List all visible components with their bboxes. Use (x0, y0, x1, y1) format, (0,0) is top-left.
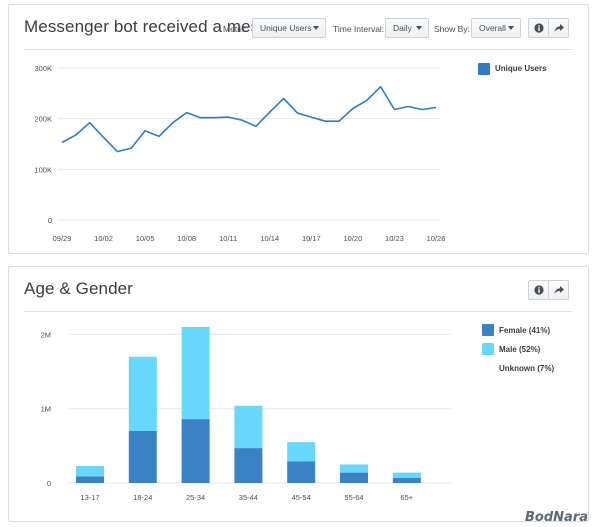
bar-segment (287, 461, 316, 483)
card-title: Age & Gender (24, 279, 133, 298)
y-tick-label: 2M (41, 330, 51, 339)
chevron-down-icon (508, 26, 514, 30)
card-title: Messenger bot received a message (24, 17, 297, 36)
time-interval-dropdown[interactable]: Daily (385, 18, 429, 38)
share-button[interactable] (548, 280, 569, 300)
bar-segment (128, 356, 157, 431)
x-tick-label: 10/17 (302, 234, 321, 243)
x-tick-label: 10/23 (385, 234, 404, 243)
x-tick-label: 13-17 (80, 493, 99, 502)
legend-swatch-female (482, 324, 494, 336)
x-tick-label: 65+ (400, 493, 413, 502)
x-tick-label: 10/11 (219, 234, 237, 243)
x-tick-label: 10/02 (94, 234, 113, 243)
legend-label-female: Female (41%) (499, 326, 551, 335)
chevron-down-icon (416, 26, 422, 30)
info-icon (533, 23, 544, 33)
metric-dropdown-value: Unique Users (260, 23, 312, 33)
time-interval-dropdown-value: Daily (393, 23, 412, 33)
bar-segment (392, 472, 421, 478)
x-tick-label: 35-44 (239, 493, 258, 502)
x-tick-label: 09/29 (53, 234, 72, 243)
show-by-dropdown[interactable]: Overall (471, 18, 521, 38)
x-tick-label: 10/26 (427, 234, 446, 243)
x-tick-label: 45-54 (292, 493, 311, 502)
x-tick-label: 10/14 (260, 234, 279, 243)
unique-users-line-chart: 0 100K 200K 300K 09/29 10/02 10/05 10/08 10/11 10… (34, 64, 446, 243)
metric-label: Metric: (223, 24, 249, 34)
share-icon (554, 24, 564, 32)
share-button[interactable] (548, 18, 569, 38)
show-by-label: Show By: (434, 24, 470, 34)
x-tick-label: 55-64 (344, 493, 363, 502)
y-tick-label: 300K (34, 64, 52, 73)
legend-label-unknown: Unknown (7%) (499, 364, 555, 373)
watermark-logo: BodNara (525, 510, 588, 525)
bar-segment (392, 477, 421, 483)
watermark-text: BodNara (525, 510, 588, 525)
legend-swatch-male (482, 343, 494, 355)
y-tick-label: 0 (48, 216, 52, 225)
title-divider (24, 311, 573, 312)
bar-segment (76, 476, 104, 483)
y-tick-label: 200K (34, 115, 52, 124)
info-button[interactable] (528, 280, 549, 300)
y-tick-label: 0 (47, 479, 51, 488)
y-tick-label: 1M (41, 405, 51, 414)
bar-segment (128, 431, 157, 483)
title-divider (24, 49, 573, 50)
x-tick-label: 10/20 (343, 234, 362, 243)
info-button[interactable] (528, 18, 549, 38)
bar-segment (181, 327, 210, 420)
x-tick-label: 10/08 (177, 234, 196, 243)
bar-segment (340, 472, 368, 483)
y-tick-label: 100K (34, 165, 52, 174)
time-interval-label: Time Interval: (333, 24, 385, 34)
metric-dropdown[interactable]: Unique Users (252, 18, 326, 38)
bar-segment (181, 419, 210, 483)
chevron-down-icon (313, 26, 319, 30)
age-gender-bar-chart: 0 1M 2M 13-17 18-24 25-34 35-44 45-54 55-64 65+ (41, 327, 451, 502)
bar-segment (76, 465, 104, 477)
x-tick-label: 18-24 (133, 493, 152, 502)
age-gender-card: Age & Gender 0 1M 2M 13-17 18-24 25-34 35-44 45… (8, 266, 589, 522)
bar-segment (234, 448, 263, 483)
bar-segment (234, 405, 263, 449)
info-icon (533, 285, 544, 295)
legend-label-male: Male (52%) (499, 345, 541, 354)
x-tick-label: 10/05 (136, 234, 155, 243)
series-line-unique-users (61, 85, 437, 153)
bar-segment (340, 464, 368, 473)
legend-label-unique-users: Unique Users (495, 64, 547, 73)
messenger-insight-card: Messenger bot received a message Metric:… (8, 4, 589, 254)
x-tick-label: 25-34 (186, 493, 205, 502)
show-by-dropdown-value: Overall (479, 23, 506, 33)
bar-segment (287, 442, 316, 462)
legend-swatch-unique-users (478, 63, 490, 75)
share-icon (554, 286, 564, 294)
